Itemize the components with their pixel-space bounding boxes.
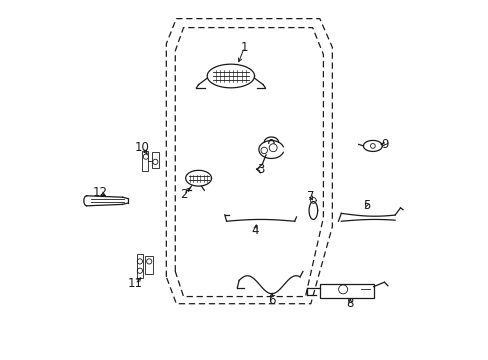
Text: 12: 12 [93, 186, 108, 199]
Text: 11: 11 [127, 278, 142, 291]
Text: 2: 2 [180, 188, 187, 201]
Bar [152, 152, 159, 168]
Bar [145, 256, 153, 274]
Text: 1: 1 [240, 41, 248, 54]
Text: 4: 4 [251, 224, 259, 237]
Text: 10: 10 [135, 141, 149, 154]
Text: 5: 5 [362, 199, 369, 212]
Bar [319, 284, 373, 298]
Text: 8: 8 [346, 297, 353, 310]
Bar [142, 151, 148, 171]
Text: 6: 6 [267, 294, 275, 307]
Text: 9: 9 [381, 138, 388, 150]
Text: 3: 3 [256, 163, 264, 176]
Bar [136, 254, 143, 278]
Text: 7: 7 [306, 190, 314, 203]
